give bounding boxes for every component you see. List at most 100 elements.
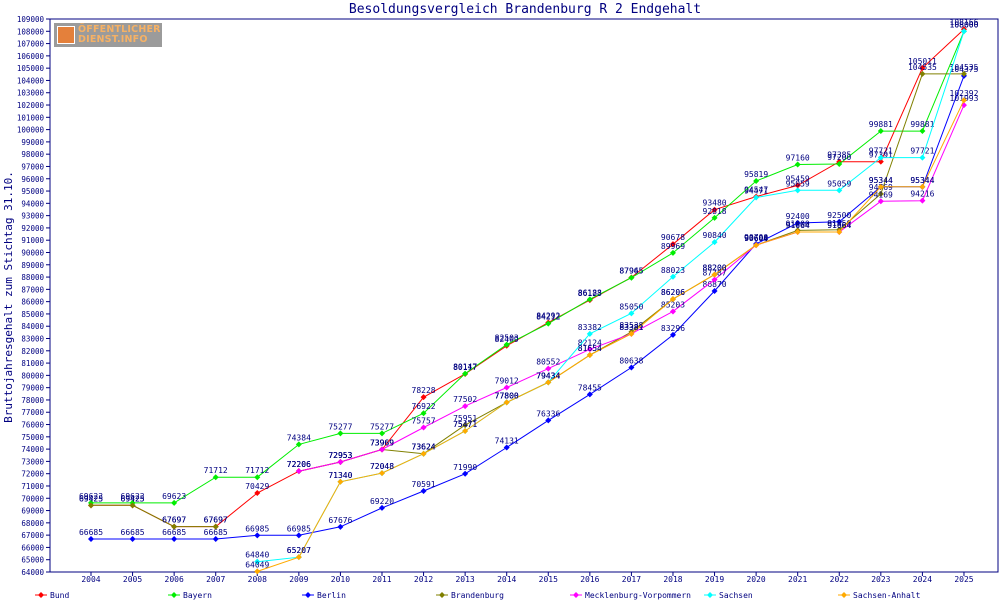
- data-label: 88200: [703, 264, 727, 273]
- data-label: 84292: [536, 312, 560, 321]
- data-label: 75951: [453, 414, 477, 423]
- data-point: [462, 470, 469, 477]
- data-label: 70591: [412, 480, 436, 489]
- data-point: [295, 468, 302, 475]
- data-label: 73624: [412, 443, 436, 452]
- data-label: 69425: [79, 494, 103, 503]
- data-point: [503, 384, 510, 391]
- data-label: 73624: [412, 443, 436, 452]
- data-point: [378, 470, 385, 477]
- x-tick-label: 2018: [663, 575, 682, 584]
- data-point: [711, 287, 718, 294]
- legend-swatch-marker: [171, 592, 177, 598]
- x-tick-label: 2007: [206, 575, 225, 584]
- x-tick-label: 2021: [788, 575, 807, 584]
- data-point: [212, 523, 219, 530]
- data-label: 89969: [661, 242, 685, 251]
- data-label: 91664: [827, 221, 851, 230]
- legend-label: Bund: [50, 591, 69, 600]
- data-label: 67697: [204, 516, 228, 525]
- data-label: 69425: [121, 494, 145, 503]
- data-label: 93480: [703, 199, 727, 208]
- y-tick-label: 97000: [21, 162, 44, 171]
- plot-frame: [49, 18, 999, 573]
- y-tick-label: 101000: [17, 113, 45, 122]
- legend-label: Brandenburg: [451, 591, 504, 600]
- data-label: 71990: [453, 463, 477, 472]
- data-point: [836, 161, 843, 168]
- data-point: [919, 65, 926, 72]
- y-tick-label: 79000: [21, 384, 44, 393]
- legend-item-brandenburg: Brandenburg: [436, 591, 504, 600]
- data-point: [877, 158, 884, 165]
- data-point: [628, 310, 635, 317]
- data-label: 67697: [204, 516, 228, 525]
- data-point: [295, 441, 302, 448]
- x-tick-label: 2019: [705, 575, 724, 584]
- data-point: [794, 187, 801, 194]
- data-point: [337, 458, 344, 465]
- data-label: 81654: [578, 344, 602, 353]
- data-point: [960, 97, 967, 104]
- axes: 64000 65000 66000 67000 68000 69000 70000 71000…: [17, 15, 999, 584]
- data-point: [503, 341, 510, 348]
- data-point: [254, 474, 261, 481]
- data-label: 90678: [661, 233, 685, 242]
- data-label: 75757: [412, 417, 436, 426]
- series-layer: 69425 69425 67697 67697 70429 72206 72953 73969…: [79, 18, 979, 575]
- data-point: [337, 430, 344, 437]
- data-label: 108166: [950, 18, 979, 27]
- data-label: 104535: [908, 63, 937, 72]
- data-label: 75277: [370, 422, 394, 431]
- data-label: 72048: [370, 462, 394, 471]
- data-point: [794, 219, 801, 226]
- data-point: [462, 403, 469, 410]
- data-label: 66685: [121, 528, 145, 537]
- data-label: 97721: [910, 147, 934, 156]
- legend-item-berlin: Berlin: [302, 591, 346, 600]
- data-label: 97385: [827, 151, 851, 160]
- data-point: [711, 271, 718, 278]
- data-point: [586, 296, 593, 303]
- data-label: 82409: [495, 335, 519, 344]
- data-label: 77800: [495, 391, 519, 400]
- y-tick-label: 83000: [21, 335, 44, 344]
- y-tick-label: 68000: [21, 519, 44, 528]
- data-label: 76922: [412, 402, 436, 411]
- data-point: [420, 424, 427, 431]
- x-tick-label: 2016: [580, 575, 599, 584]
- data-label: 73624: [412, 443, 436, 452]
- data-point: [877, 183, 884, 190]
- data-point: [462, 428, 469, 435]
- data-point: [129, 536, 136, 543]
- data-point: [836, 229, 843, 236]
- y-tick-label: 90000: [21, 248, 44, 257]
- data-label: 104535: [950, 63, 979, 72]
- data-point: [378, 504, 385, 511]
- data-point: [960, 28, 967, 35]
- legend-item-bund: Bund: [35, 591, 69, 600]
- data-label: 74131: [495, 437, 519, 446]
- y-tick-label: 100000: [17, 126, 45, 135]
- data-point: [711, 206, 718, 213]
- y-tick-label: 66000: [21, 543, 44, 552]
- data-point: [462, 422, 469, 429]
- data-point: [753, 177, 760, 184]
- data-point: [420, 394, 427, 401]
- y-tick-label: 98000: [21, 150, 44, 159]
- data-point: [794, 229, 801, 236]
- data-point: [88, 536, 94, 543]
- data-point: [711, 239, 718, 246]
- data-label: 80638: [619, 357, 643, 366]
- data-label: 64840: [245, 551, 269, 560]
- data-label: 83538: [619, 321, 643, 330]
- data-label: 80117: [453, 363, 477, 372]
- data-label: 94547: [744, 186, 768, 195]
- data-label: 90600: [744, 234, 768, 243]
- x-tick-label: 2010: [331, 575, 350, 584]
- y-tick-label: 82000: [21, 347, 44, 356]
- data-label: 79434: [536, 371, 560, 380]
- y-tick-label: 96000: [21, 175, 44, 184]
- data-point: [711, 276, 718, 283]
- data-point: [586, 391, 593, 398]
